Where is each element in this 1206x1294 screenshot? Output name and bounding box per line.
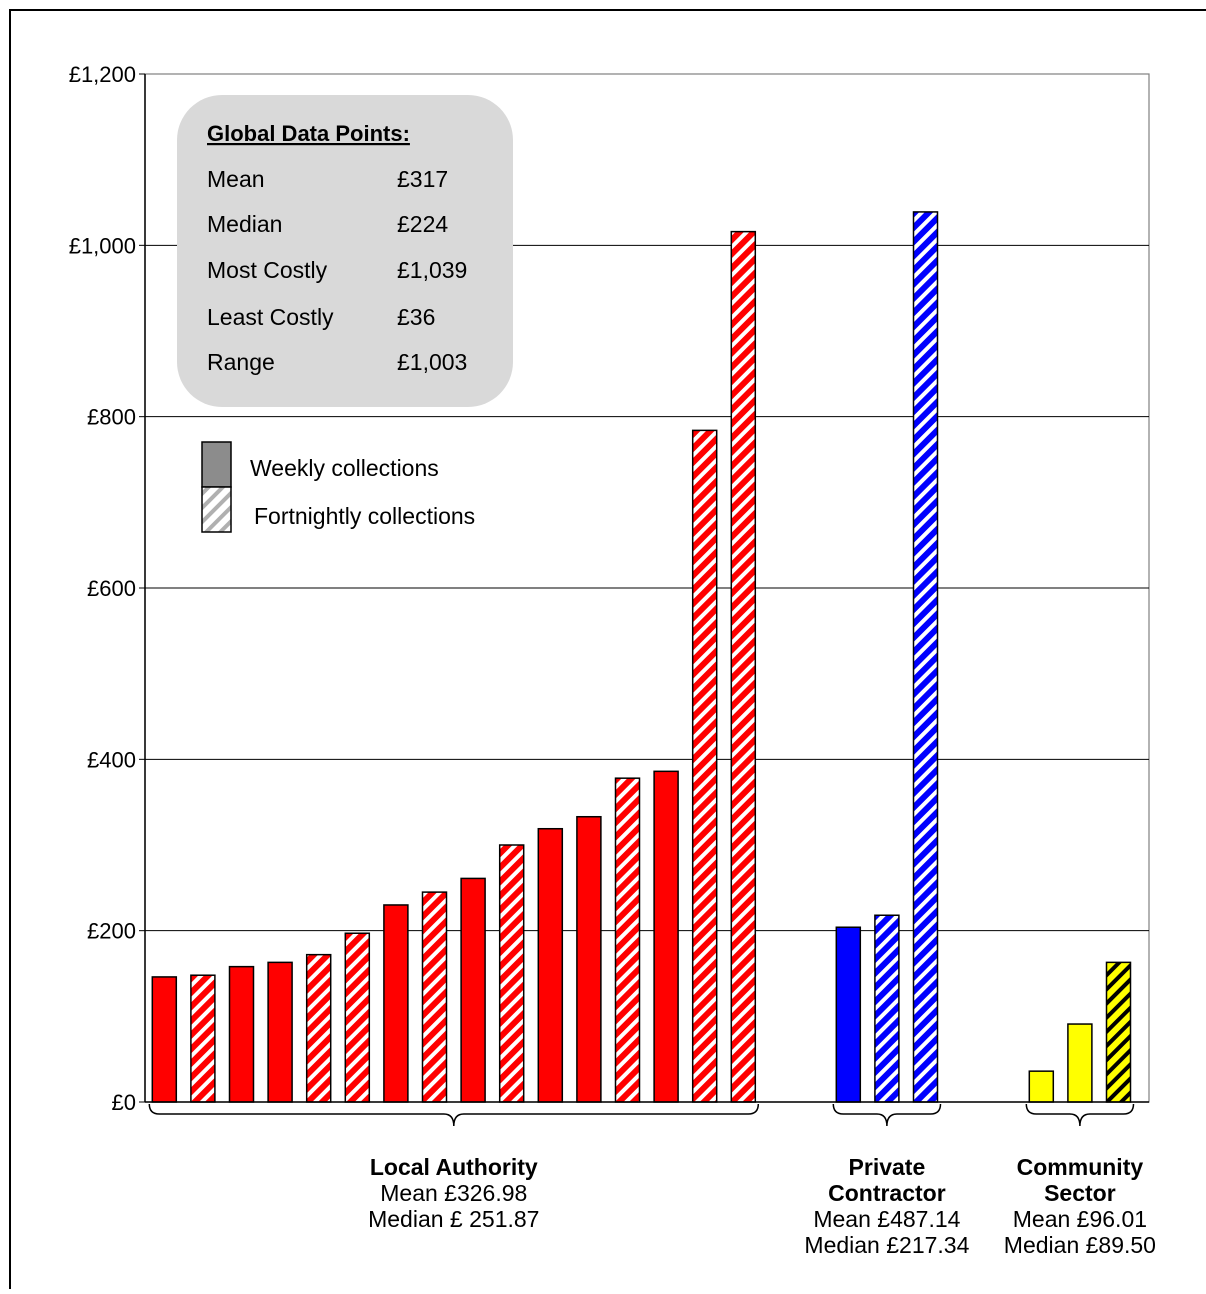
legend-label-weekly: Weekly collections [250, 455, 439, 481]
bar-2-1 [835, 926, 862, 1103]
bar-3-1 [1028, 1070, 1055, 1103]
summary-value-range: £1,003 [397, 349, 467, 375]
bar-1-5 [305, 953, 332, 1103]
legend: Weekly collections Fortnightly collectio… [201, 441, 475, 533]
group-title-2: Private [849, 1154, 926, 1180]
group-mean-2: Mean £487.14 [813, 1206, 960, 1232]
bar-1-15 [691, 429, 718, 1103]
y-tick-label: £200 [87, 919, 136, 944]
bar-1-4 [267, 961, 293, 1103]
summary-label-mean: Mean [207, 166, 265, 192]
axes [139, 73, 1149, 1103]
group-median-1: Median £ 251.87 [368, 1206, 539, 1232]
summary-value-mean: £317 [397, 166, 448, 192]
bar-1-1 [151, 976, 178, 1103]
bar-1-13 [614, 777, 641, 1103]
group-title-3: Community [1017, 1154, 1144, 1180]
bar-1-11 [537, 827, 564, 1103]
summary-label-median: Median [207, 211, 282, 237]
group-median-2: Median £217.34 [804, 1232, 969, 1258]
summary-value-median: £224 [397, 211, 448, 237]
y-tick-label: £1,000 [69, 233, 136, 258]
summary-value-most-costly: £1,039 [397, 257, 467, 283]
summary-label-range: Range [207, 349, 275, 375]
group-brace-2 [832, 1103, 942, 1127]
summary-value-least-costly: £36 [397, 304, 435, 330]
global-data-points-box: Global Data Points: Mean £317 Median £22… [177, 95, 513, 407]
group-mean-3: Mean £96.01 [1013, 1206, 1147, 1232]
bar-3-2 [1067, 1023, 1093, 1103]
bar-3-3 [1105, 961, 1132, 1103]
bar-1-3 [228, 965, 255, 1103]
bar-1-12 [576, 815, 602, 1103]
y-tick-labels: £0 £200 £400 £600 £800 £1,000 £1,200 [69, 62, 136, 1115]
summary-label-most-costly: Most Costly [207, 257, 328, 283]
summary-box-background [177, 95, 513, 407]
legend-swatch-weekly [201, 441, 232, 488]
y-tick-label: £600 [87, 576, 136, 601]
bar-1-14 [653, 770, 679, 1103]
bar-1-10 [498, 844, 525, 1103]
summary-box-title: Global Data Points: [207, 121, 410, 146]
group-brace-1 [148, 1103, 760, 1127]
group-brace-3 [1025, 1103, 1135, 1127]
y-tick-label: £1,200 [69, 62, 136, 87]
figure-frame [9, 9, 1206, 1289]
group-mean-1: Mean £326.98 [380, 1180, 527, 1206]
bar-1-7 [383, 904, 409, 1103]
bar-1-8 [421, 891, 448, 1103]
group-median-3: Median £89.50 [1004, 1232, 1156, 1258]
group-title-2: Contractor [828, 1180, 946, 1206]
group-title-1: Local Authority [370, 1154, 538, 1180]
bar-2-2 [874, 914, 900, 1103]
bars [151, 211, 1132, 1103]
bar-1-2 [190, 974, 216, 1103]
group-braces [148, 1103, 1135, 1127]
bar-2-3 [912, 211, 939, 1103]
bar-1-6 [344, 932, 371, 1103]
legend-label-fortnightly: Fortnightly collections [254, 503, 475, 529]
bar-1-9 [460, 877, 486, 1103]
group-title-3: Sector [1044, 1180, 1116, 1206]
y-tick-label: £0 [112, 1090, 136, 1115]
y-tick-label: £800 [87, 405, 136, 430]
summary-label-least-costly: Least Costly [207, 304, 334, 330]
y-tick-label: £400 [87, 747, 136, 772]
legend-swatch-fortnightly [201, 486, 232, 533]
bar-1-16 [730, 230, 757, 1103]
